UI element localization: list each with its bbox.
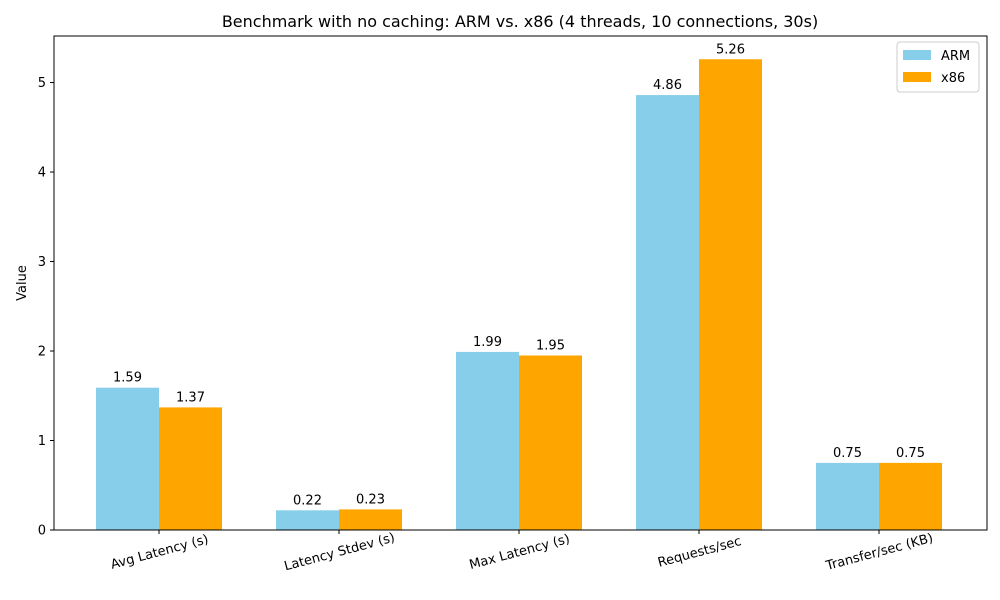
bar-arm-3 bbox=[636, 95, 699, 530]
data-label: 1.37 bbox=[176, 390, 205, 405]
data-label: 1.99 bbox=[473, 335, 502, 350]
data-label: 5.26 bbox=[716, 42, 745, 57]
bar-arm-0 bbox=[96, 387, 159, 530]
bar-x86-1 bbox=[339, 509, 402, 530]
legend-label: x86 bbox=[941, 71, 965, 86]
data-label: 0.22 bbox=[293, 493, 322, 508]
legend-label: ARM bbox=[941, 49, 970, 64]
data-label: 4.86 bbox=[653, 78, 682, 93]
legend-swatch-arm bbox=[903, 50, 931, 60]
legend-swatch-x86 bbox=[903, 72, 931, 82]
y-tick-label: 0 bbox=[38, 524, 46, 539]
plot-frame bbox=[53, 35, 988, 531]
data-label: 1.95 bbox=[536, 338, 565, 353]
x-tick-label: Transfer/sec (KB) bbox=[823, 531, 934, 574]
data-label: 0.75 bbox=[896, 446, 925, 461]
bar-x86-3 bbox=[699, 59, 762, 530]
legend: ARM x86 bbox=[896, 41, 980, 93]
bar-x86-4 bbox=[879, 462, 942, 530]
bar-x86-2 bbox=[519, 355, 582, 530]
x-tick-label: Max Latency (s) bbox=[468, 532, 572, 573]
y-tick-label: 4 bbox=[38, 166, 46, 181]
x-tick-label: Avg Latency (s) bbox=[109, 532, 210, 573]
y-tick-label: 3 bbox=[38, 255, 46, 270]
bars-group bbox=[96, 59, 942, 530]
bar-arm-1 bbox=[276, 510, 339, 530]
y-axis-label: Value bbox=[15, 265, 30, 301]
y-axis: 0 1 2 3 4 5 bbox=[38, 76, 54, 539]
data-labels-group: 1.59 1.37 0.22 0.23 1.99 1.95 4.86 5.26 0.75 0.75 bbox=[113, 42, 925, 508]
x-tick-label: Latency Stdev (s) bbox=[283, 530, 397, 574]
bar-x86-0 bbox=[159, 407, 222, 530]
y-tick-label: 5 bbox=[38, 76, 46, 91]
bar-arm-2 bbox=[456, 351, 519, 530]
y-tick-label: 2 bbox=[38, 345, 46, 360]
data-label: 1.59 bbox=[113, 371, 142, 386]
chart-title: Benchmark with no caching: ARM vs. x86 (… bbox=[222, 12, 818, 31]
data-label: 0.23 bbox=[356, 492, 385, 507]
x-tick-label: Requests/sec bbox=[656, 534, 743, 571]
data-label: 0.75 bbox=[833, 446, 862, 461]
x-axis: Avg Latency (s) Latency Stdev (s) Max Late… bbox=[109, 530, 935, 574]
bar-arm-4 bbox=[816, 462, 879, 530]
y-tick-label: 1 bbox=[38, 434, 46, 449]
